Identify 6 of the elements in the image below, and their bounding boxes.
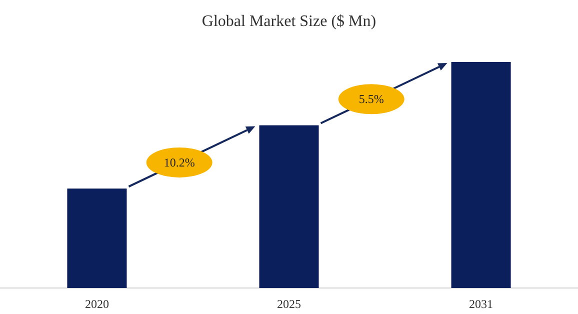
x-tick-label: 2025: [277, 297, 301, 311]
annotation: 5.5%: [358, 92, 384, 106]
x-tick-label: 2031: [469, 297, 494, 311]
annotation: 10.2%: [164, 155, 195, 170]
x-tick-label: 2020: [84, 297, 109, 311]
chart-title: Global Market Size ($ Mn): [202, 13, 376, 30]
